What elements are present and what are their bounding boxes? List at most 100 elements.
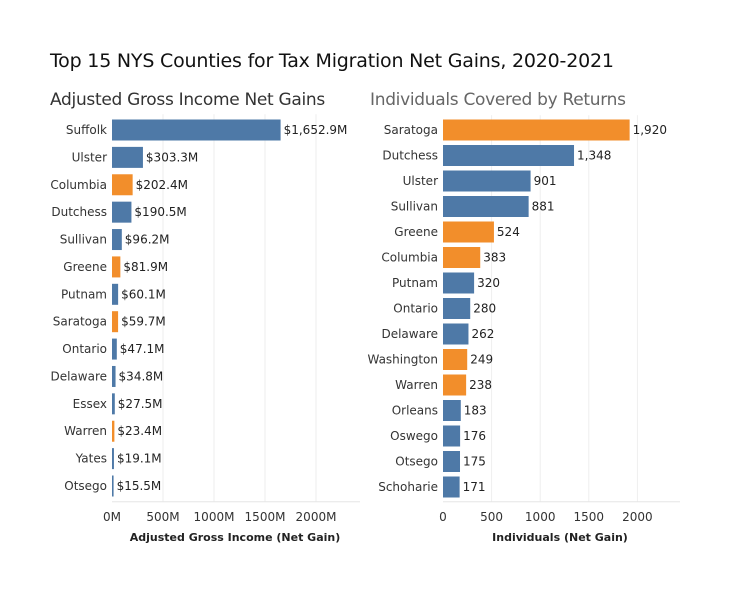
chart-title: Top 15 NYS Counties for Tax Migration Ne… (50, 50, 614, 72)
data-label: 524 (497, 225, 520, 239)
data-label: 1,348 (577, 149, 611, 163)
x-tick-label: 500M (146, 510, 179, 524)
x-tick-label: 1000 (525, 510, 556, 524)
bar-saratoga (443, 119, 630, 141)
category-label: Dutchess (382, 149, 438, 163)
data-label: $96.2M (125, 233, 170, 247)
bar-putnam (112, 283, 119, 305)
data-label: 320 (477, 276, 500, 290)
x-tick-label: 0 (439, 510, 447, 524)
data-label: $202.4M (136, 178, 188, 192)
bar-warren (112, 420, 115, 442)
x-tick-label: 0M (103, 510, 121, 524)
left-chart-title: Adjusted Gross Income Net Gains (50, 90, 325, 110)
data-label: $60.1M (121, 287, 166, 301)
data-label: $47.1M (120, 342, 165, 356)
right-bar-chart: 0 500 1000 1500 2000 Saratoga 1,920 Dutchess 1,3… (367, 115, 680, 544)
data-label: $27.5M (118, 397, 163, 411)
data-label: 262 (471, 327, 494, 341)
category-label: Schoharie (378, 480, 438, 494)
category-label: Essex (73, 397, 107, 411)
bar-saratoga (112, 311, 119, 333)
bar-suffolk (112, 119, 281, 141)
bar-columbia (443, 247, 481, 268)
category-label: Saratoga (384, 123, 438, 137)
data-label: $59.7M (121, 315, 166, 329)
data-label: 176 (463, 429, 486, 443)
data-label: $81.9M (123, 260, 168, 274)
category-label: Ulster (403, 174, 438, 188)
category-label: Yates (75, 452, 107, 466)
category-label: Delaware (381, 327, 438, 341)
bar-ulster (112, 146, 143, 168)
data-label: $34.8M (119, 369, 164, 383)
category-label: Otsego (64, 479, 107, 493)
bar-ulster (443, 170, 531, 192)
bar-otsego (443, 451, 461, 472)
bar-essex (112, 393, 115, 415)
bar-oswego (443, 425, 461, 447)
bar-washington (443, 349, 468, 370)
category-label: Putnam (392, 276, 438, 290)
data-label: 249 (470, 353, 493, 367)
data-label: 175 (463, 455, 486, 469)
category-label: Putnam (61, 287, 107, 301)
bar-warren (443, 374, 467, 396)
x-tick-label: 2000M (296, 510, 337, 524)
data-label: 383 (483, 251, 506, 265)
bar-ontario (112, 338, 117, 360)
data-label: 183 (464, 404, 487, 418)
bar-greene (443, 221, 494, 243)
left-bar-chart: 0M 500M 1000M 1500M 2000M Suffolk $1,652.9M Uls… (50, 114, 360, 544)
data-label: 1,920 (633, 123, 667, 137)
category-label: Sullivan (60, 233, 107, 247)
data-label: $15.5M (117, 479, 162, 493)
category-label: Sullivan (391, 200, 438, 214)
bar-orleans (443, 400, 461, 421)
category-label: Saratoga (53, 315, 107, 329)
data-label: 238 (469, 378, 492, 392)
bar-ontario (443, 298, 471, 319)
x-tick-label: 1500M (245, 510, 286, 524)
data-label: 901 (534, 174, 557, 188)
data-label: $19.1M (117, 452, 162, 466)
category-label: Orleans (392, 404, 438, 418)
category-label: Greene (394, 225, 438, 239)
bar-dutchess (112, 201, 132, 223)
x-axis-title: Adjusted Gross Income (Net Gain) (130, 531, 341, 544)
bar-schoharie (443, 476, 460, 498)
category-label: Suffolk (66, 123, 107, 137)
bar-delaware (112, 365, 116, 387)
bar-putnam (443, 272, 475, 294)
bar-otsego (112, 475, 114, 497)
category-label: Greene (63, 260, 107, 274)
category-label: Ontario (62, 342, 107, 356)
data-label: 881 (532, 200, 555, 214)
category-label: Warren (395, 378, 438, 392)
category-label: Oswego (390, 429, 438, 443)
x-tick-label: 1500 (574, 510, 605, 524)
category-label: Washington (367, 353, 438, 367)
x-tick-label: 500 (480, 510, 503, 524)
data-label: 280 (473, 302, 496, 316)
category-label: Dutchess (51, 205, 107, 219)
category-label: Ulster (72, 150, 107, 164)
x-tick-label: 2000 (622, 510, 653, 524)
right-chart-title: Individuals Covered by Returns (370, 90, 626, 110)
bar-yates (112, 448, 114, 470)
category-label: Otsego (395, 455, 438, 469)
category-label: Ontario (393, 302, 438, 316)
category-label: Delaware (50, 369, 107, 383)
data-label: $1,652.9M (284, 123, 348, 137)
bar-greene (112, 256, 121, 278)
x-tick-label: 1000M (194, 510, 235, 524)
data-label: $303.3M (146, 150, 198, 164)
data-label: $23.4M (117, 424, 162, 438)
data-label: $190.5M (134, 205, 186, 219)
bar-sullivan (112, 229, 122, 251)
category-label: Columbia (381, 251, 438, 265)
category-label: Columbia (50, 178, 107, 192)
bar-columbia (112, 174, 133, 196)
data-label: 171 (463, 480, 486, 494)
